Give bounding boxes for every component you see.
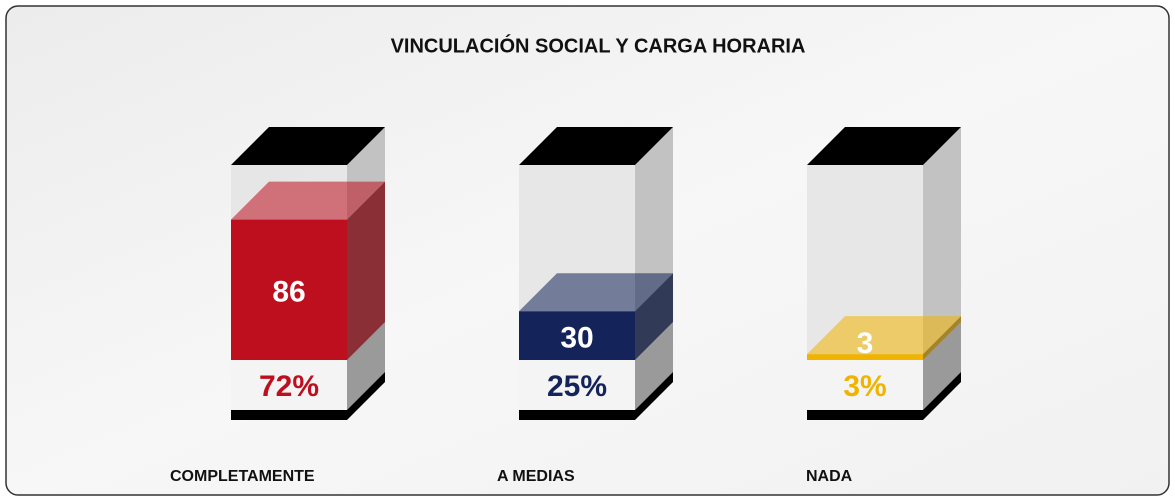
box-base-side (347, 322, 385, 410)
box-base-side (635, 322, 673, 410)
category-label: A MEDIAS (497, 468, 575, 485)
fill-front (519, 311, 635, 360)
fill-top (519, 273, 673, 312)
fill-top (807, 316, 961, 355)
box-top (807, 127, 961, 165)
box-top (519, 127, 673, 165)
box-bottom (231, 410, 347, 420)
category-label: NADA (806, 468, 853, 485)
count-label: 86 (272, 276, 305, 309)
box-base-side (923, 322, 961, 410)
percent-label: 3% (843, 370, 886, 403)
count-label: 3 (857, 327, 874, 360)
box-base-front (231, 360, 347, 410)
fill-front (231, 219, 347, 360)
box-bottom (519, 410, 635, 420)
fill-side (923, 316, 961, 360)
box-bottom (807, 410, 923, 420)
count-label: 30 (560, 322, 593, 355)
fill-front (807, 354, 923, 360)
box-base-front (519, 360, 635, 410)
box-base-front (807, 360, 923, 410)
chart-title: VINCULACIÓN SOCIAL Y CARGA HORARIA (391, 33, 806, 57)
category-label: COMPLETAMENTE (170, 468, 315, 485)
box-top (231, 127, 385, 165)
fill-side (635, 273, 673, 360)
fill-top (231, 181, 385, 220)
percent-label: 72% (259, 370, 319, 403)
percent-label: 25% (547, 370, 607, 403)
box-bottom-side (635, 372, 673, 420)
fill-side (347, 181, 385, 360)
box-bottom-side (347, 372, 385, 420)
box-bottom-side (923, 372, 961, 420)
